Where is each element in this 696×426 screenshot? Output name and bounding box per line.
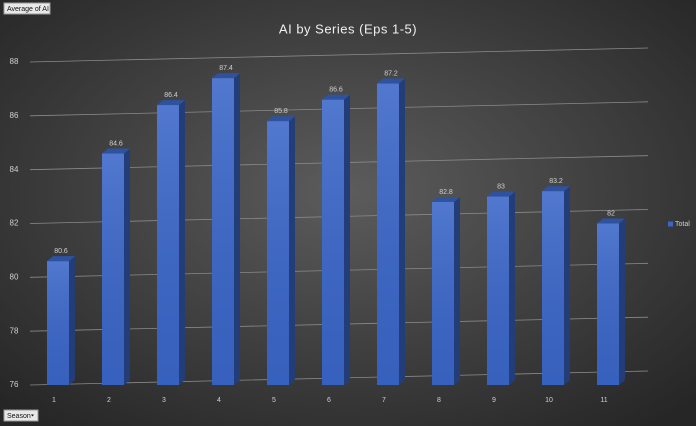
- bar-side: [509, 191, 515, 385]
- bar-shine: [432, 201, 454, 385]
- data-label: 80.6: [54, 248, 68, 255]
- bar-top: [212, 73, 240, 79]
- bar-side: [234, 73, 240, 386]
- button-box[interactable]: [3, 2, 51, 15]
- bar-side: [69, 256, 75, 385]
- x-tick-label: 9: [492, 397, 496, 404]
- button-label[interactable]: Season: [7, 413, 31, 420]
- data-label: 85.8: [274, 108, 288, 115]
- bar-shine: [47, 261, 69, 385]
- y-tick-label: 80: [10, 272, 19, 281]
- grid-line: [29, 47, 649, 63]
- bar-shine: [597, 223, 619, 385]
- data-label: 82: [607, 210, 615, 217]
- bar-top: [102, 148, 130, 154]
- bar-side: [124, 148, 130, 385]
- data-label: 86.6: [329, 87, 343, 94]
- button-label[interactable]: Average of AI: [7, 6, 49, 13]
- x-tick-label: 10: [545, 397, 553, 404]
- bar-shine: [157, 105, 179, 386]
- y-tick-label: 78: [10, 326, 19, 335]
- bar-top: [432, 196, 460, 202]
- bar-side: [564, 186, 570, 385]
- bar-side: [399, 78, 405, 386]
- data-label: 83.2: [549, 178, 563, 185]
- bar-top: [597, 218, 625, 224]
- bar-side: [619, 218, 625, 385]
- legend-label: Total: [675, 221, 690, 228]
- data-label: 87.4: [219, 65, 233, 72]
- bar-side: [289, 116, 295, 385]
- bar-top: [157, 100, 185, 106]
- bar-top: [377, 78, 405, 84]
- bar-shine: [487, 196, 509, 385]
- bar-top: [47, 256, 75, 262]
- y-tick-label: 82: [10, 219, 19, 228]
- data-label: 84.6: [109, 140, 123, 147]
- x-tick-label: 6: [327, 397, 331, 404]
- data-label: 83: [497, 183, 505, 190]
- bar-top: [487, 191, 515, 197]
- x-tick-label: 5: [272, 397, 276, 404]
- dropdown-arrow[interactable]: [31, 414, 34, 417]
- value-field-button[interactable]: Average of AI: [3, 2, 51, 15]
- y-tick-label: 84: [10, 165, 19, 174]
- bar-shine: [542, 191, 564, 385]
- bar-top: [542, 186, 570, 192]
- bar-shine: [267, 121, 289, 385]
- x-tick-label: 3: [162, 397, 166, 404]
- data-label: 86.4: [164, 92, 178, 99]
- x-tick-label: 1: [52, 397, 56, 404]
- x-tick-label: 4: [217, 397, 221, 404]
- y-tick-label: 86: [10, 111, 19, 120]
- x-tick-label: 8: [437, 397, 441, 404]
- bar-top: [322, 94, 350, 100]
- x-tick-label: 2: [107, 397, 111, 404]
- bar-side: [454, 196, 460, 385]
- legend-swatch: [668, 221, 673, 227]
- bar-shine: [102, 153, 124, 385]
- button-box[interactable]: [3, 409, 39, 422]
- data-label: 87.2: [384, 70, 398, 77]
- y-tick-label: 76: [10, 380, 19, 389]
- y-tick-label: 88: [10, 57, 19, 66]
- bar-shine: [377, 83, 399, 386]
- bar-top: [267, 116, 295, 122]
- axis-field-button[interactable]: Season: [3, 409, 39, 422]
- bar-side: [344, 94, 350, 385]
- x-tick-label: 7: [382, 397, 386, 404]
- x-tick-label: 11: [600, 397, 607, 404]
- bar-shine: [212, 78, 234, 386]
- bar-side: [179, 100, 185, 386]
- bar-shine: [322, 99, 344, 385]
- chart-title: AI by Series (Eps 1-5): [279, 21, 417, 36]
- data-label: 82.8: [439, 189, 453, 196]
